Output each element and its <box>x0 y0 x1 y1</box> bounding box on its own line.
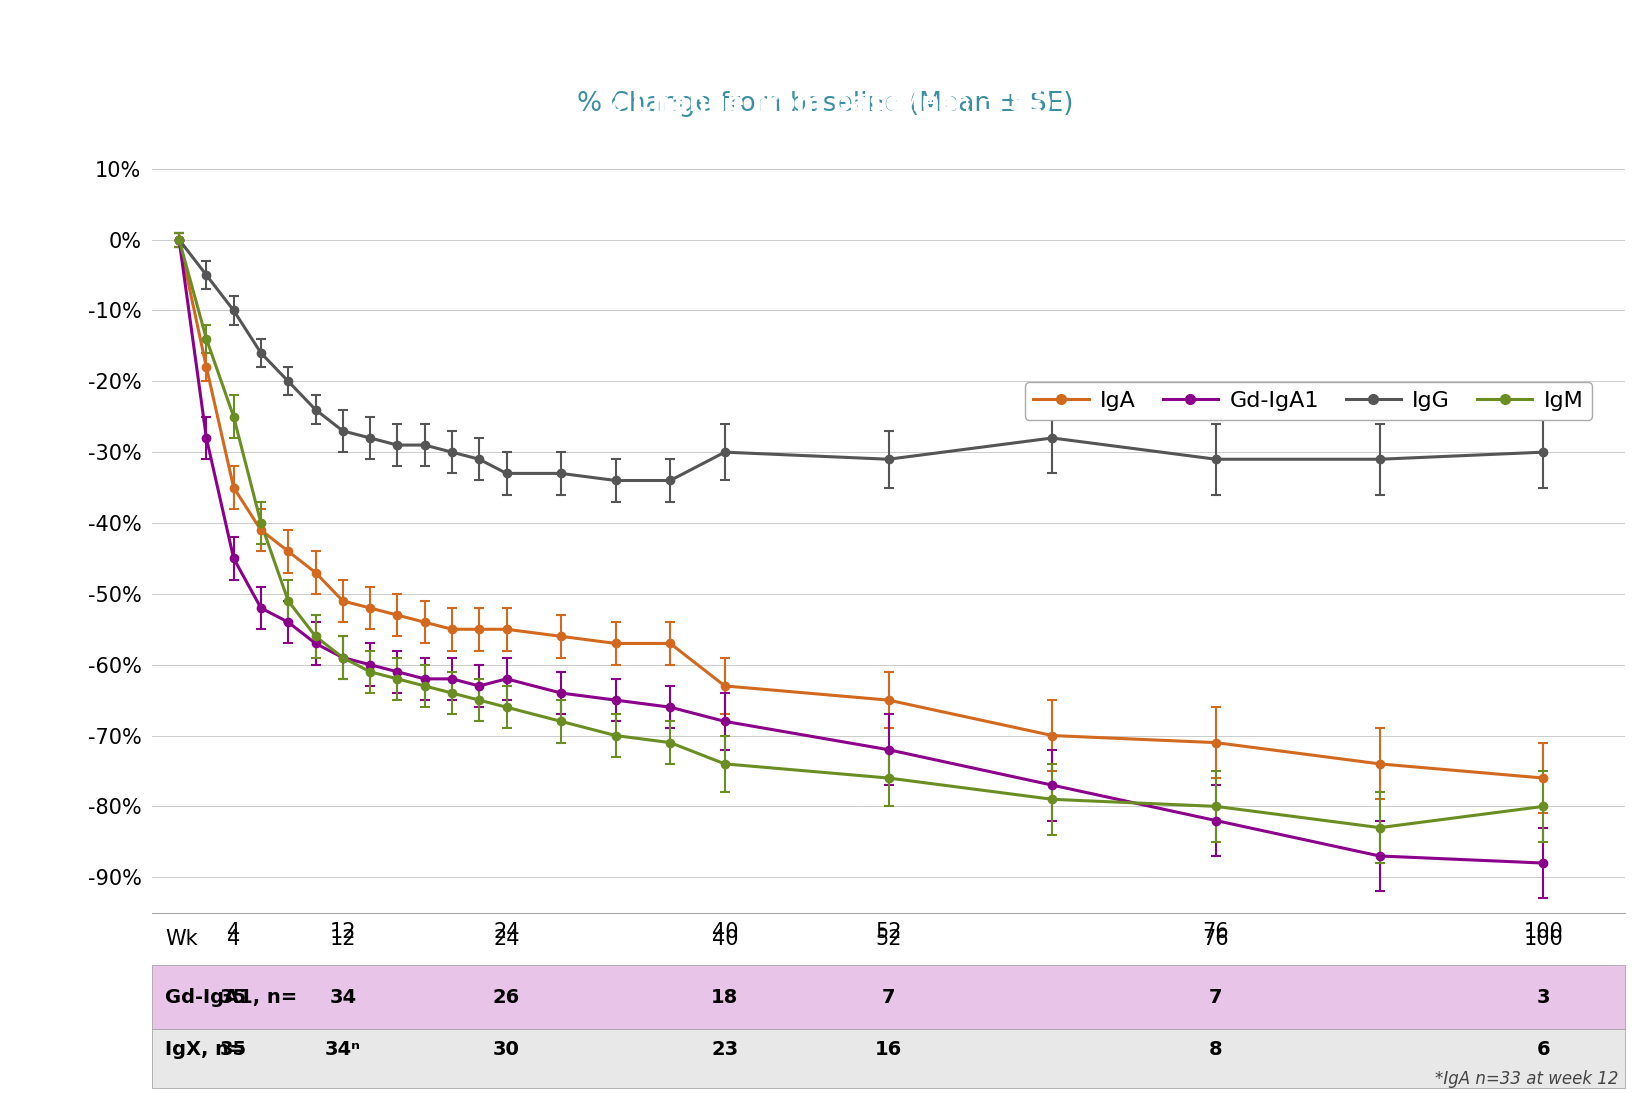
Text: 24: 24 <box>493 929 520 949</box>
Text: 3: 3 <box>1536 988 1549 1007</box>
Text: 52: 52 <box>874 929 903 949</box>
Text: Gd-IgA1, n=: Gd-IgA1, n= <box>165 988 297 1007</box>
Text: 30: 30 <box>493 1041 520 1059</box>
Text: % Change from baseline (Mean ± SE): % Change from baseline (Mean ± SE) <box>578 91 1072 117</box>
Text: 8: 8 <box>1209 1041 1223 1059</box>
Text: 26: 26 <box>493 988 520 1007</box>
Text: 4: 4 <box>228 929 241 949</box>
Text: *IgA n=33 at week 12: *IgA n=33 at week 12 <box>1436 1070 1619 1088</box>
Text: 40: 40 <box>711 929 738 949</box>
Text: Wk: Wk <box>165 929 198 949</box>
Text: 12: 12 <box>330 929 356 949</box>
Text: 35: 35 <box>219 1041 248 1059</box>
Legend: IgA, Gd-IgA1, IgG, IgM: IgA, Gd-IgA1, IgG, IgM <box>1025 383 1592 420</box>
Text: 34ⁿ: 34ⁿ <box>325 1041 361 1059</box>
Text: IgX, n=: IgX, n= <box>165 1041 246 1059</box>
Text: 34: 34 <box>330 988 356 1007</box>
Text: (Mean ± SE): (Mean ± SE) <box>879 91 1053 117</box>
Text: 23: 23 <box>711 1041 738 1059</box>
Text: % Change from baseline: % Change from baseline <box>597 91 959 117</box>
Text: Immunoglobulins, Combined Cohorts: Immunoglobulins, Combined Cohorts <box>434 26 1216 62</box>
Text: 7: 7 <box>1209 988 1223 1007</box>
Text: 16: 16 <box>874 1041 903 1059</box>
Text: 100: 100 <box>1523 929 1563 949</box>
Text: 6: 6 <box>1536 1041 1551 1059</box>
Text: 7: 7 <box>881 988 896 1007</box>
Text: 18: 18 <box>711 988 739 1007</box>
Text: 35: 35 <box>219 988 248 1007</box>
Text: % Change from baseline (Mean ± SE): % Change from baseline (Mean ± SE) <box>578 91 1072 117</box>
Text: 76: 76 <box>1203 929 1229 949</box>
